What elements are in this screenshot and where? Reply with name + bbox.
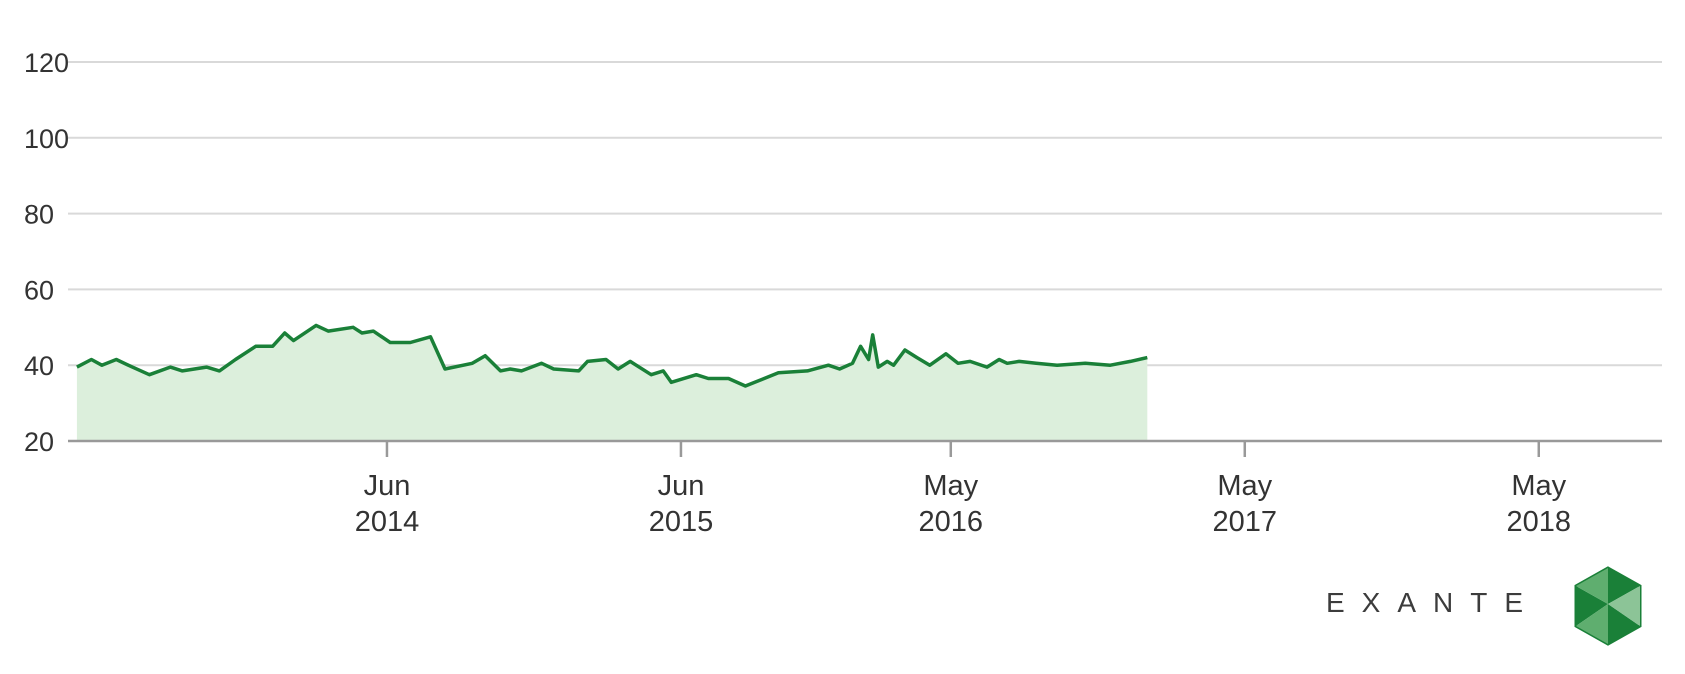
x-tick-label-year: 2018 <box>1507 506 1572 538</box>
y-tick-label: 120 <box>24 48 69 78</box>
y-tick-label: 20 <box>24 427 54 457</box>
y-tick-label: 80 <box>24 200 54 230</box>
series-line <box>76 323 1148 388</box>
x-tick-label-year: 2016 <box>919 506 984 538</box>
x-tick-label-year: 2017 <box>1213 506 1278 538</box>
x-tick-label-month: May <box>923 470 978 502</box>
y-tick-label: 40 <box>24 351 54 381</box>
gridlines <box>68 61 1662 367</box>
x-tick-label-year: 2015 <box>649 506 714 538</box>
exante-hexagon-logo-icon <box>1574 566 1642 646</box>
x-tick-label-year: 2014 <box>355 506 420 538</box>
y-axis-ticks: 20 40 60 80 100 120 <box>24 48 69 457</box>
x-tick-label-month: Jun <box>364 470 411 502</box>
brand-name: EXANTE <box>1325 587 1540 618</box>
x-tick-label-month: May <box>1511 470 1566 502</box>
y-tick-label: 100 <box>24 124 69 154</box>
x-tick-label-month: May <box>1217 470 1272 502</box>
series-area-fill <box>76 325 1148 441</box>
y-tick-label: 60 <box>24 275 54 305</box>
x-axis-ticks: Jun 2014 Jun 2015 May 2016 May 2017 May 2018 <box>355 441 1571 538</box>
x-tick-label-month: Jun <box>658 470 705 502</box>
